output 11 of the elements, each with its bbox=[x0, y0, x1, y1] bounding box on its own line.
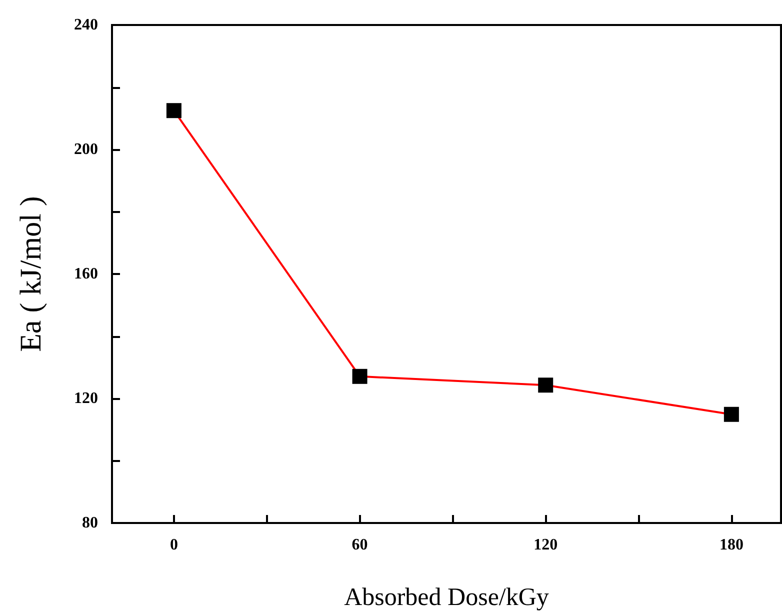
x-axis-title: Absorbed Dose/kGy bbox=[344, 584, 550, 611]
x-tick-label: 120 bbox=[534, 536, 558, 554]
y-tick-label: 200 bbox=[74, 141, 98, 158]
y-tick-label: 80 bbox=[82, 514, 98, 532]
y-tick-label: 160 bbox=[74, 266, 98, 282]
y-tick-label: 240 bbox=[74, 16, 98, 34]
y-axis-title: Ea ( kJ/mol ) bbox=[14, 196, 48, 352]
y-tick-label: 120 bbox=[74, 390, 98, 407]
x-tick-label: 0 bbox=[170, 536, 178, 554]
x-tick-label: 60 bbox=[352, 536, 368, 554]
x-tick-label: 180 bbox=[719, 536, 744, 554]
